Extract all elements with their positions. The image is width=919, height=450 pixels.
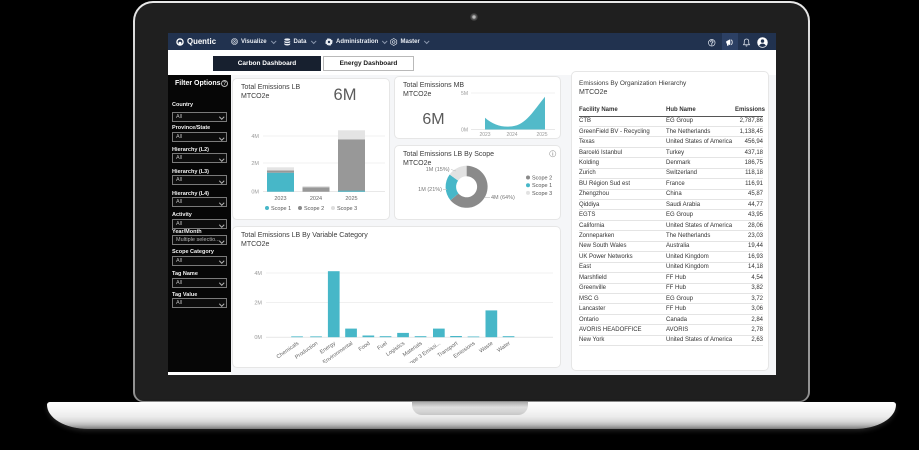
svg-text:Scope 3: Scope 3 <box>337 206 357 212</box>
svg-text:0M: 0M <box>251 189 259 195</box>
svg-text:0M: 0M <box>461 128 468 134</box>
svg-text:2025: 2025 <box>345 196 357 202</box>
svg-text:Scope 1: Scope 1 <box>271 206 291 212</box>
svg-text:2M: 2M <box>251 161 259 167</box>
svg-text:0M: 0M <box>254 335 262 341</box>
svg-text:4M: 4M <box>254 271 262 277</box>
svg-text:2M: 2M <box>254 300 262 306</box>
svg-text:Scope 2: Scope 2 <box>304 206 324 212</box>
svg-text:5M: 5M <box>461 91 468 97</box>
svg-text:4M: 4M <box>251 134 259 140</box>
svg-text:Water: Water <box>496 340 511 353</box>
svg-text:Food: Food <box>358 340 372 352</box>
svg-text:2023: 2023 <box>274 196 286 202</box>
svg-text:2025: 2025 <box>536 132 547 138</box>
svg-text:Scope 3: Scope 3 <box>532 190 552 196</box>
svg-text:Fuel: Fuel <box>376 340 388 351</box>
svg-text:1M (21%): 1M (21%) <box>418 187 442 193</box>
svg-text:4M (64%): 4M (64%) <box>491 195 515 201</box>
svg-text:2024: 2024 <box>310 196 322 202</box>
svg-text:Scope 1: Scope 1 <box>532 183 552 189</box>
svg-text:1M (15%): 1M (15%) <box>426 167 450 173</box>
svg-text:Scope 2: Scope 2 <box>532 175 552 181</box>
svg-text:2023: 2023 <box>479 132 490 138</box>
svg-text:2024: 2024 <box>506 132 517 138</box>
svg-text:Waste: Waste <box>478 340 494 354</box>
